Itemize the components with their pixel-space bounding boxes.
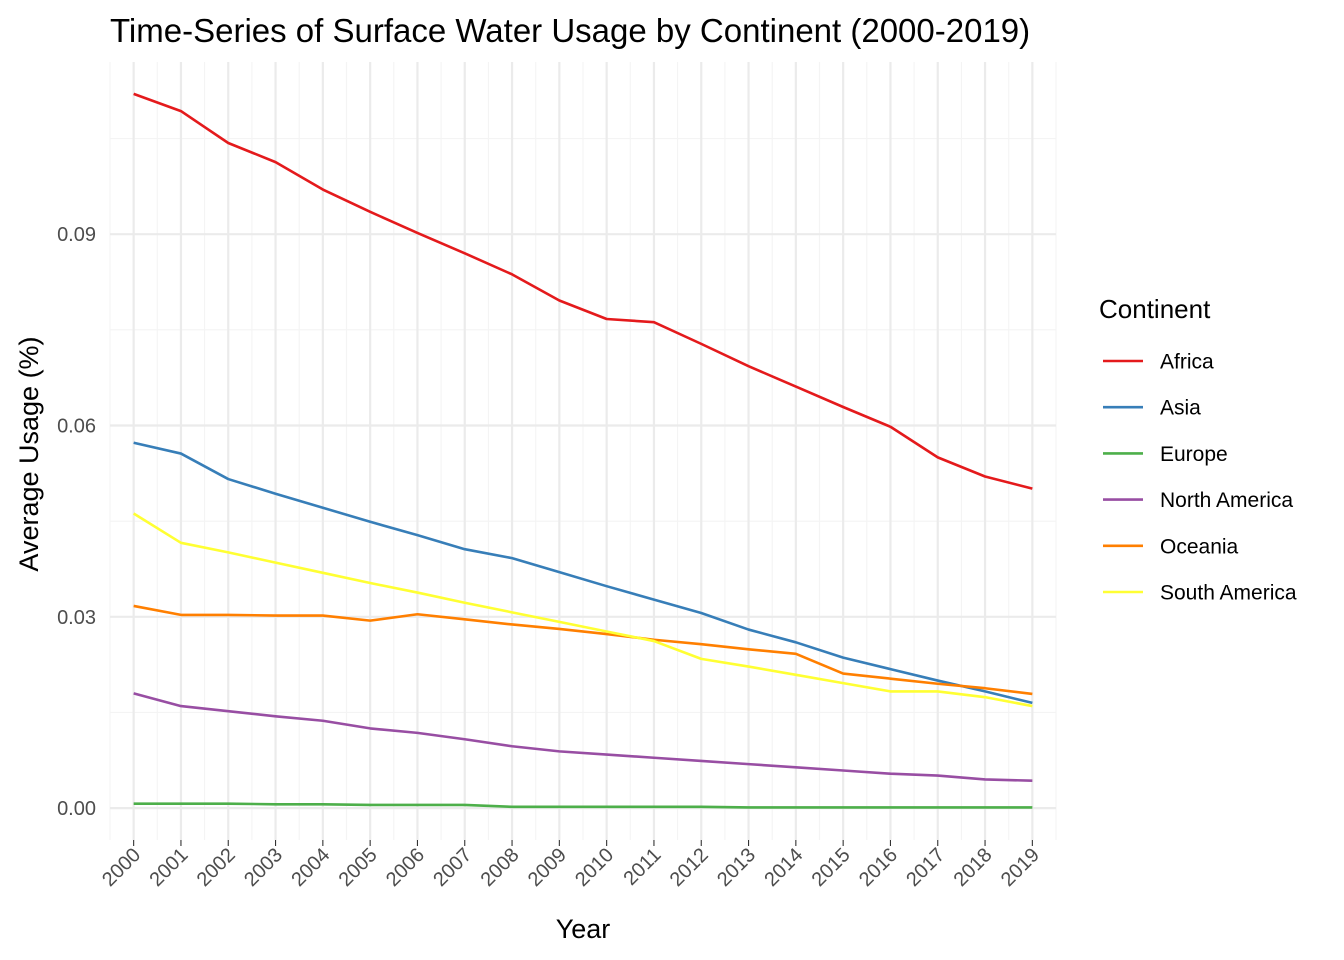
y-tick-label: 0.00 [57,798,96,820]
x-tick-label: 2005 [335,844,382,891]
y-tick-label: 0.06 [57,415,96,437]
x-tick-label: 2012 [666,844,713,891]
x-tick-label: 2014 [760,844,807,891]
series-line-europe [133,802,1033,809]
chart-title: Time-Series of Surface Water Usage by Co… [110,12,1030,49]
x-tick-label: 2017 [902,844,949,891]
legend-label-africa: Africa [1160,351,1214,374]
x-tick-label: 2003 [240,844,287,891]
x-tick-label: 2002 [193,844,240,891]
legend-title: Continent [1099,294,1211,324]
x-tick-label: 2008 [477,844,524,891]
series-line-oceania [133,604,1033,696]
legend: Continent Africa Asia Europe North America O… [1099,294,1297,605]
x-axis-ticks: 2000 2001 2002 2003 2004 2005 2006 2007 2008 2009… [98,840,1044,891]
series-line-north-america [133,692,1033,782]
x-tick-label: 2000 [98,844,145,891]
legend-label-europe: Europe [1160,443,1228,466]
legend-label-south-america: South America [1160,582,1297,605]
x-tick-label: 2001 [145,844,192,891]
x-tick-label: 2013 [713,844,760,891]
y-tick-label: 0.09 [57,224,96,246]
x-tick-label: 2009 [524,844,571,891]
x-tick-label: 2019 [997,844,1044,891]
legend-label-north-america: North America [1160,489,1293,512]
x-tick-label: 2015 [808,844,855,891]
x-axis-title: Year [556,914,611,944]
legend-items: Africa Asia Europe North America Oceania Sout… [1103,351,1297,605]
series-line-south-america [132,512,1033,708]
series-line-asia [133,441,1033,705]
series-line-africa [133,92,1033,490]
series-lines [132,92,1033,809]
x-tick-label: 2011 [620,844,666,890]
x-tick-label: 2007 [429,844,476,891]
y-axis-title: Average Usage (%) [14,336,44,571]
x-tick-label: 2018 [950,844,997,891]
legend-label-oceania: Oceania [1160,535,1239,558]
x-tick-label: 2010 [571,844,618,891]
x-tick-label: 2006 [382,844,429,891]
x-tick-label: 2016 [855,844,902,891]
legend-label-asia: Asia [1160,397,1201,420]
y-axis-ticks: 0.00 0.03 0.06 0.09 [57,224,96,820]
grid [109,62,1057,840]
x-tick-label: 2004 [287,844,334,891]
y-tick-label: 0.03 [57,607,96,629]
